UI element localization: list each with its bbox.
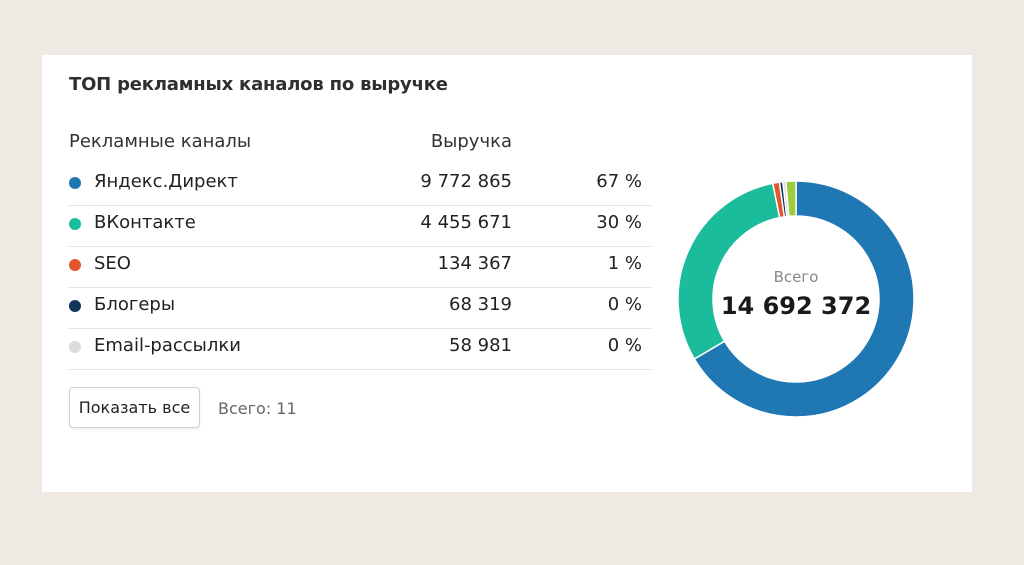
channel-revenue: 58 981 bbox=[449, 335, 512, 356]
channel-name: Яндекс.Директ bbox=[94, 171, 238, 192]
table-row: Email-рассылки 58 981 0 % bbox=[69, 329, 651, 370]
column-header-revenue: Выручка bbox=[430, 131, 512, 152]
show-all-button[interactable]: Показать все bbox=[69, 387, 200, 428]
table-header: Рекламные каналы Выручка bbox=[69, 125, 651, 165]
channel-name: ВКонтакте bbox=[94, 212, 196, 233]
donut-slice bbox=[784, 180, 797, 218]
channel-percent: 1 % bbox=[607, 253, 642, 274]
channel-name: Блогеры bbox=[94, 294, 176, 315]
donut-center-total: 14 692 372 bbox=[720, 292, 872, 320]
donut-slice bbox=[693, 180, 915, 418]
channel-percent: 0 % bbox=[607, 294, 642, 315]
donut-center-label: Всего bbox=[773, 268, 819, 286]
legend-dot bbox=[69, 259, 81, 271]
total-count-label: Всего: 11 bbox=[218, 399, 297, 418]
column-header-channel: Рекламные каналы bbox=[69, 131, 252, 152]
table-row: Блогеры 68 319 0 % bbox=[69, 288, 651, 329]
channel-percent: 0 % bbox=[607, 335, 642, 356]
channels-table: Рекламные каналы Выручка Яндекс.Директ 9… bbox=[69, 125, 651, 370]
channel-percent: 67 % bbox=[596, 171, 642, 192]
legend-dot bbox=[69, 218, 81, 230]
widget-title: ТОП рекламных каналов по выручке bbox=[69, 74, 448, 95]
channel-revenue: 4 455 671 bbox=[420, 212, 512, 233]
table-row: SEO 134 367 1 % bbox=[69, 247, 651, 288]
channel-revenue: 9 772 865 bbox=[420, 171, 512, 192]
channel-revenue: 134 367 bbox=[437, 253, 512, 274]
table-row: ВКонтакте 4 455 671 30 % bbox=[69, 206, 651, 247]
channel-revenue: 68 319 bbox=[449, 294, 512, 315]
legend-dot bbox=[69, 300, 81, 312]
revenue-widget: ТОП рекламных каналов по выручке Рекламн… bbox=[42, 55, 972, 492]
table-row: Яндекс.Директ 9 772 865 67 % bbox=[69, 165, 651, 206]
channel-name: SEO bbox=[94, 253, 131, 274]
channel-percent: 30 % bbox=[596, 212, 642, 233]
donut-chart bbox=[677, 180, 915, 418]
channel-name: Email-рассылки bbox=[94, 335, 241, 356]
legend-dot bbox=[69, 177, 81, 189]
legend-dot bbox=[69, 341, 81, 353]
